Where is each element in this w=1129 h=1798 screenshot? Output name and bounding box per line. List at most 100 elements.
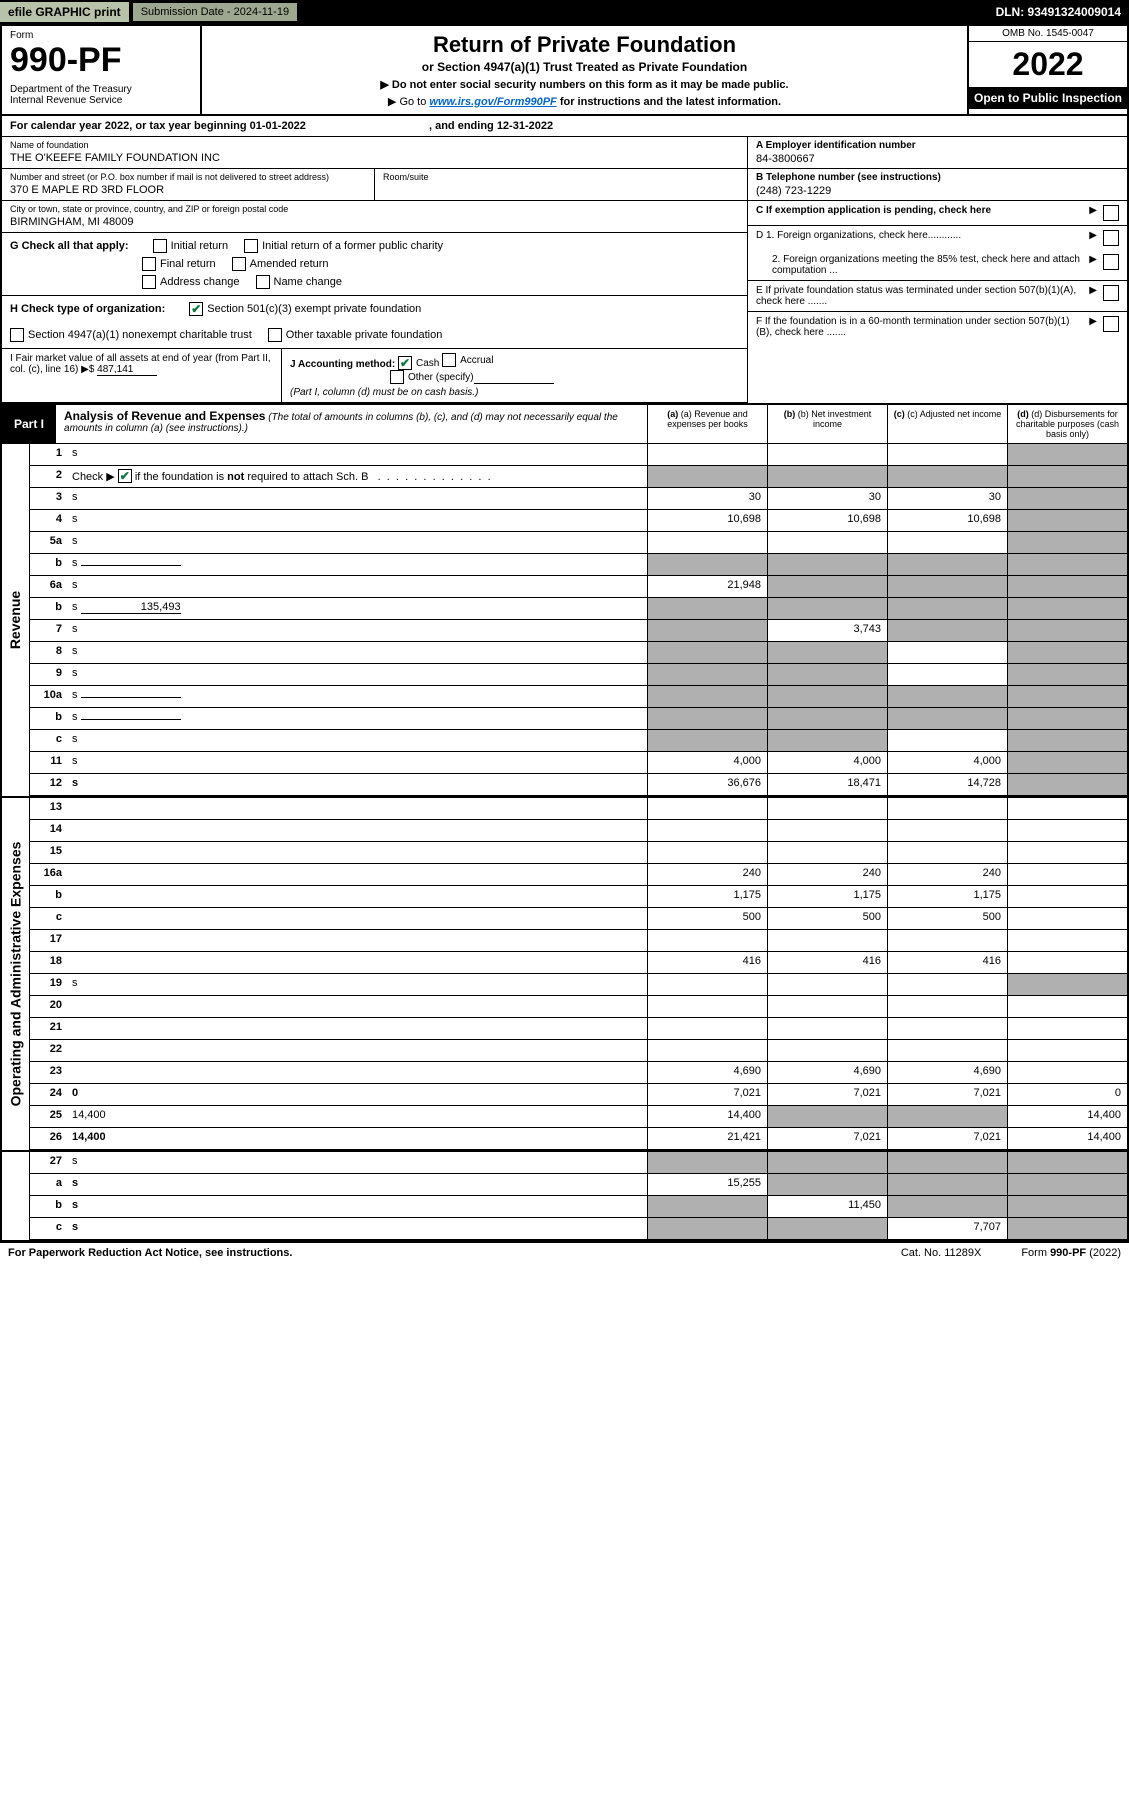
cell-c: 500	[887, 908, 1007, 929]
cell-b	[767, 730, 887, 751]
row-desc	[68, 798, 647, 819]
cb-name-change[interactable]: Name change	[256, 275, 343, 289]
row-desc: s	[68, 510, 647, 531]
row-desc: s 135,493	[68, 598, 647, 619]
cell-a	[647, 730, 767, 751]
cb-d1[interactable]	[1103, 230, 1119, 246]
row-num: b	[30, 886, 68, 907]
row-desc: s	[68, 974, 647, 995]
cell-d	[1007, 664, 1127, 685]
cell-a: 21,948	[647, 576, 767, 597]
cb-amended[interactable]: Amended return	[232, 257, 329, 271]
cell-d	[1007, 532, 1127, 553]
row-desc: s	[68, 620, 647, 641]
cell-d	[1007, 510, 1127, 531]
cb-cash[interactable]: ✔Cash	[398, 356, 439, 370]
row-num: a	[30, 1174, 68, 1195]
cell-d	[1007, 886, 1127, 907]
footer-cat: Cat. No. 11289X	[901, 1247, 982, 1259]
j-note: (Part I, column (d) must be on cash basi…	[290, 387, 478, 398]
cell-d	[1007, 774, 1127, 795]
cell-a: 500	[647, 908, 767, 929]
table-row: 2614,40021,4217,0217,02114,400	[30, 1128, 1127, 1150]
e-label: E If private foundation status was termi…	[756, 285, 1083, 307]
cell-b	[767, 444, 887, 465]
phone-label: B Telephone number (see instructions)	[756, 172, 1119, 183]
final-section: 27sas15,255bs11,450cs7,707	[0, 1152, 1129, 1242]
cb-other-taxable[interactable]: Other taxable private foundation	[268, 328, 443, 342]
cb-4947[interactable]: Section 4947(a)(1) nonexempt charitable …	[10, 328, 252, 342]
row-desc	[68, 952, 647, 973]
table-row: as15,255	[30, 1174, 1127, 1196]
cell-c	[887, 1152, 1007, 1173]
cb-accrual[interactable]: Accrual	[442, 353, 493, 367]
f-label: F If the foundation is in a 60-month ter…	[756, 316, 1083, 338]
cb-initial-former[interactable]: Initial return of a former public charit…	[244, 239, 443, 253]
table-row: 9s	[30, 664, 1127, 686]
row-desc: s	[68, 554, 647, 575]
cb-other-method[interactable]: Other (specify)	[390, 370, 474, 384]
cell-b	[767, 1174, 887, 1195]
table-row: 7s3,743	[30, 620, 1127, 642]
cell-d	[1007, 444, 1127, 465]
cell-a	[647, 664, 767, 685]
cell-d	[1007, 686, 1127, 707]
cell-d: 14,400	[1007, 1128, 1127, 1149]
table-row: bs	[30, 708, 1127, 730]
cell-b	[767, 820, 887, 841]
cell-d	[1007, 1174, 1127, 1195]
cell-d	[1007, 842, 1127, 863]
cell-a	[647, 974, 767, 995]
cell-a	[647, 620, 767, 641]
g-row3: Address change Name change	[2, 273, 747, 296]
table-row: 20	[30, 996, 1127, 1018]
cb-initial[interactable]: Initial return	[153, 239, 228, 253]
cell-a	[647, 1218, 767, 1239]
cell-c: 240	[887, 864, 1007, 885]
cell-c	[887, 576, 1007, 597]
table-row: 2Check ▶ ✔ if the foundation is not requ…	[30, 466, 1127, 488]
cell-a	[647, 444, 767, 465]
cell-c	[887, 620, 1007, 641]
row-num: 17	[30, 930, 68, 951]
cell-d	[1007, 466, 1127, 487]
row-desc	[68, 842, 647, 863]
expenses-side-label: Operating and Administrative Expenses	[2, 798, 30, 1150]
cell-b: 416	[767, 952, 887, 973]
efile-badge[interactable]: efile GRAPHIC print	[0, 2, 129, 22]
cell-c	[887, 1018, 1007, 1039]
row-num: 11	[30, 752, 68, 773]
cell-c: 14,728	[887, 774, 1007, 795]
cell-d	[1007, 1152, 1127, 1173]
cell-c	[887, 1174, 1007, 1195]
cell-b	[767, 930, 887, 951]
cell-d	[1007, 1018, 1127, 1039]
cb-c[interactable]	[1103, 205, 1119, 221]
h-label: H Check type of organization:	[10, 303, 165, 315]
i-value: 487,141	[97, 364, 157, 376]
cell-a	[647, 1018, 767, 1039]
table-row: 18416416416	[30, 952, 1127, 974]
cb-addr-change[interactable]: Address change	[142, 275, 240, 289]
row-desc: s	[68, 686, 647, 707]
g-row2: Final return Amended return	[2, 255, 747, 273]
table-row: 11s4,0004,0004,000	[30, 752, 1127, 774]
cell-d	[1007, 974, 1127, 995]
cb-final[interactable]: Final return	[142, 257, 216, 271]
row-desc: s	[68, 1218, 647, 1239]
note-ssn: ▶ Do not enter social security numbers o…	[208, 78, 961, 91]
cb-501c3[interactable]: ✔Section 501(c)(3) exempt private founda…	[189, 302, 421, 316]
cb-f[interactable]	[1103, 316, 1119, 332]
cell-d	[1007, 1062, 1127, 1083]
cell-c	[887, 930, 1007, 951]
cb-e[interactable]	[1103, 285, 1119, 301]
table-row: c500500500	[30, 908, 1127, 930]
cell-a: 14,400	[647, 1106, 767, 1127]
cb-d2[interactable]	[1103, 254, 1119, 270]
cell-a	[647, 554, 767, 575]
row-num: 4	[30, 510, 68, 531]
irs-link[interactable]: www.irs.gov/Form990PF	[429, 96, 556, 108]
row-num: 8	[30, 642, 68, 663]
row-num: 24	[30, 1084, 68, 1105]
row-num: 1	[30, 444, 68, 465]
